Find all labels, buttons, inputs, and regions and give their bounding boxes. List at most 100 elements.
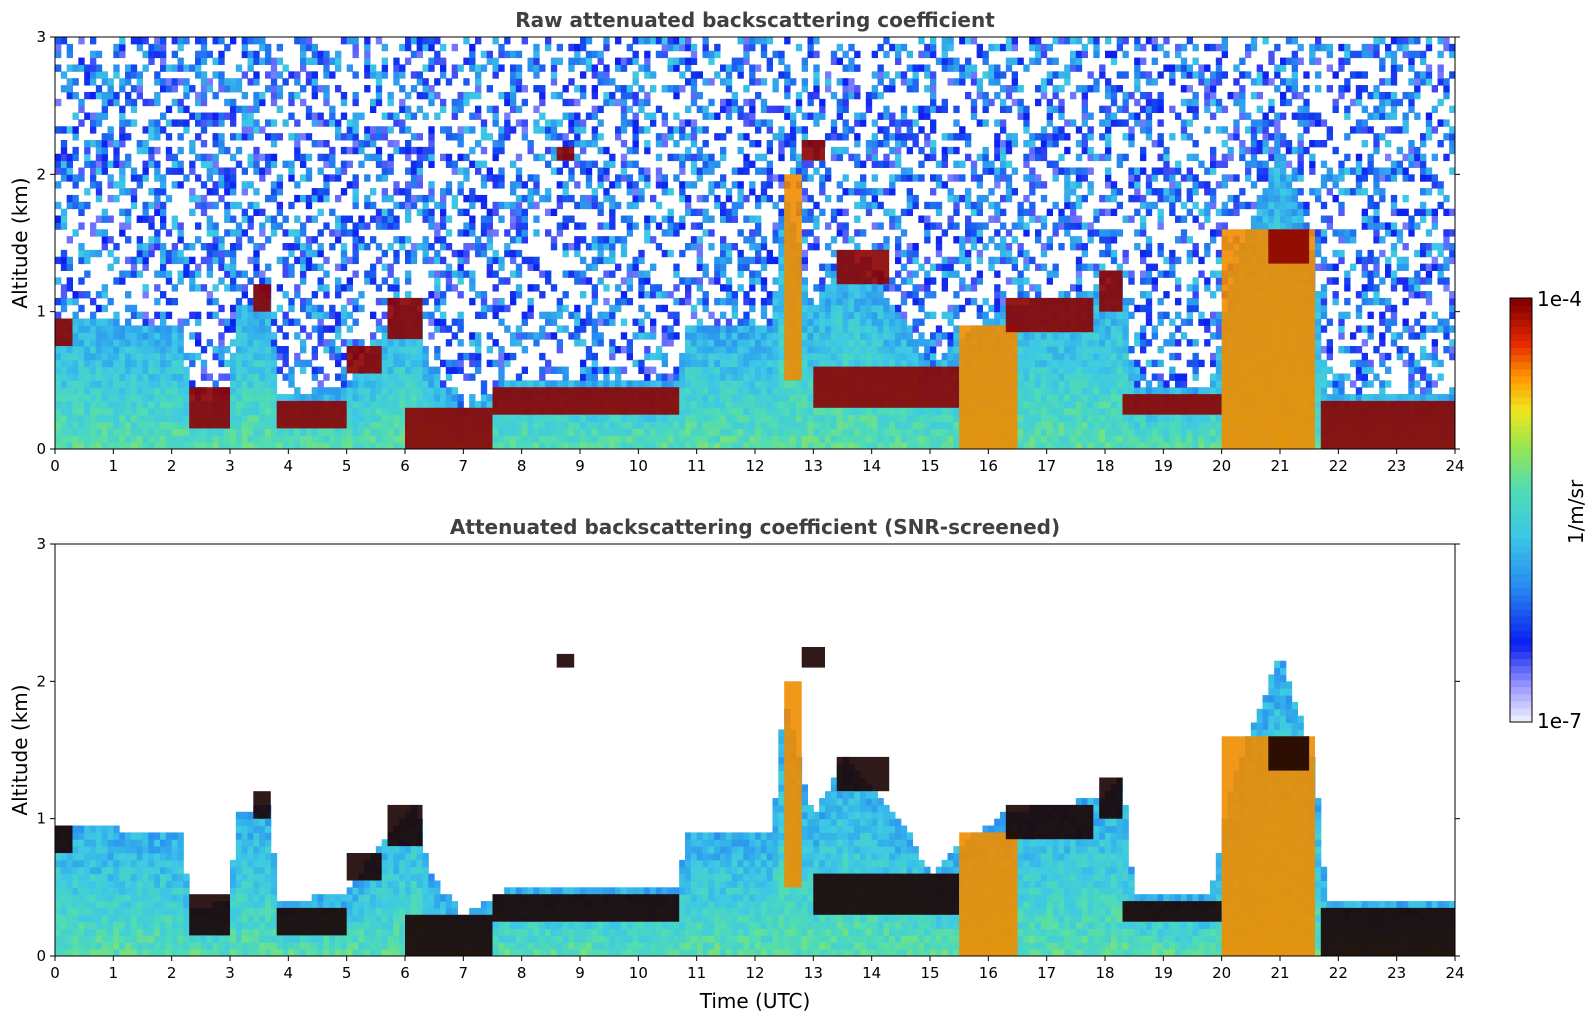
heatmap-cell (685, 243, 692, 251)
heatmap-cell (562, 270, 569, 278)
heatmap-cell (253, 201, 260, 210)
heatmap-cell (749, 119, 756, 127)
heatmap-cell (119, 50, 126, 59)
heatmap-cell (737, 380, 744, 388)
heatmap-cell (632, 318, 639, 326)
heatmap-cell (615, 85, 622, 93)
heatmap-cell (515, 249, 523, 258)
heatmap-cell (609, 442, 616, 449)
heatmap-cell (364, 57, 371, 65)
heatmap-cell (795, 414, 803, 423)
heatmap-cell (574, 325, 581, 333)
heatmap-cell (294, 352, 301, 361)
heatmap-cell (492, 284, 499, 292)
heatmap-cell (311, 325, 318, 333)
heatmap-cell (60, 284, 68, 292)
heatmap-cell (597, 146, 604, 155)
heatmap-cell (416, 387, 423, 395)
heatmap-cell (620, 428, 628, 436)
heatmap-cell (125, 407, 132, 416)
heatmap-cell (760, 188, 768, 196)
heatmap-cell (854, 243, 861, 251)
heatmap-cell (854, 181, 861, 189)
heatmap-cell (230, 311, 237, 320)
heatmap-cell (428, 366, 435, 374)
heatmap-cell (148, 428, 155, 436)
heatmap-cell (521, 236, 528, 244)
heatmap-cell (84, 435, 91, 443)
heatmap-cell (842, 119, 849, 127)
heatmap-cell (498, 140, 505, 148)
heatmap-cell (177, 64, 184, 72)
heatmap-cell (230, 304, 237, 313)
heatmap-cell (440, 243, 447, 251)
heatmap-cell (778, 71, 785, 79)
heatmap-cell (95, 346, 103, 354)
heatmap-cell (160, 57, 167, 65)
heatmap-cell (107, 400, 114, 409)
heatmap-cell (90, 407, 97, 416)
heatmap-cell (603, 188, 610, 196)
heatmap-cell (340, 263, 348, 271)
heatmap-cell (136, 352, 143, 361)
heatmap-cell (550, 442, 558, 449)
heatmap-cell (755, 352, 762, 361)
heatmap-cell (720, 325, 727, 333)
heatmap-cell (795, 167, 803, 175)
heatmap-cell (842, 126, 849, 134)
heatmap-cell (743, 256, 750, 265)
heatmap-cell (743, 57, 750, 65)
heatmap-cell (609, 243, 616, 251)
heatmap-cell (282, 256, 289, 265)
heatmap-cell (282, 229, 289, 237)
heatmap-cell (72, 64, 79, 72)
heatmap-cell (766, 181, 773, 189)
heatmap-cell (486, 215, 493, 223)
heatmap-cell (731, 435, 738, 443)
heatmap-cell (480, 291, 488, 299)
heatmap-cell (311, 78, 318, 86)
heatmap-cell (562, 249, 569, 258)
heatmap-cell (463, 194, 470, 203)
heatmap-cell (317, 249, 324, 258)
heatmap-cell (142, 346, 149, 354)
heatmap-cell (154, 146, 161, 155)
heatmap-cell (690, 43, 698, 52)
heatmap-cell (177, 119, 184, 127)
heatmap-cell (265, 215, 272, 223)
heatmap-cell (679, 37, 686, 45)
heatmap-cell (346, 442, 353, 449)
heatmap-cell (247, 256, 254, 265)
heatmap-cell (801, 78, 808, 86)
heatmap-cell (90, 50, 97, 59)
heatmap-cell (410, 373, 418, 381)
heatmap-cell (160, 181, 167, 189)
heatmap-cell (177, 428, 184, 436)
heatmap-cell (422, 37, 429, 45)
heatmap-cell (90, 174, 97, 182)
heatmap-cell (224, 249, 231, 258)
heatmap-cell (346, 256, 353, 265)
heatmap-cell (60, 215, 68, 223)
heatmap-cell (410, 50, 418, 59)
heatmap-cell (95, 181, 103, 189)
heatmap-cell (323, 50, 330, 59)
heatmap-cell (626, 442, 633, 449)
heatmap-cell (830, 50, 838, 59)
heatmap-cell (568, 442, 575, 449)
heatmap-cell (160, 78, 167, 86)
heatmap-cell (416, 160, 423, 168)
heatmap-cell (813, 243, 820, 251)
heatmap-cell (323, 64, 330, 72)
heatmap-cell (90, 71, 97, 79)
heatmap-cell (825, 222, 832, 230)
heatmap-cell (679, 373, 686, 381)
heatmap-cell (125, 64, 132, 72)
heatmap-cell (95, 332, 103, 340)
heatmap-cell (148, 126, 155, 134)
heatmap-cell (352, 428, 359, 436)
heatmap-cell (440, 153, 447, 162)
heatmap-cell (265, 359, 272, 368)
heatmap-cell (755, 332, 762, 340)
heatmap-cell (416, 133, 423, 141)
